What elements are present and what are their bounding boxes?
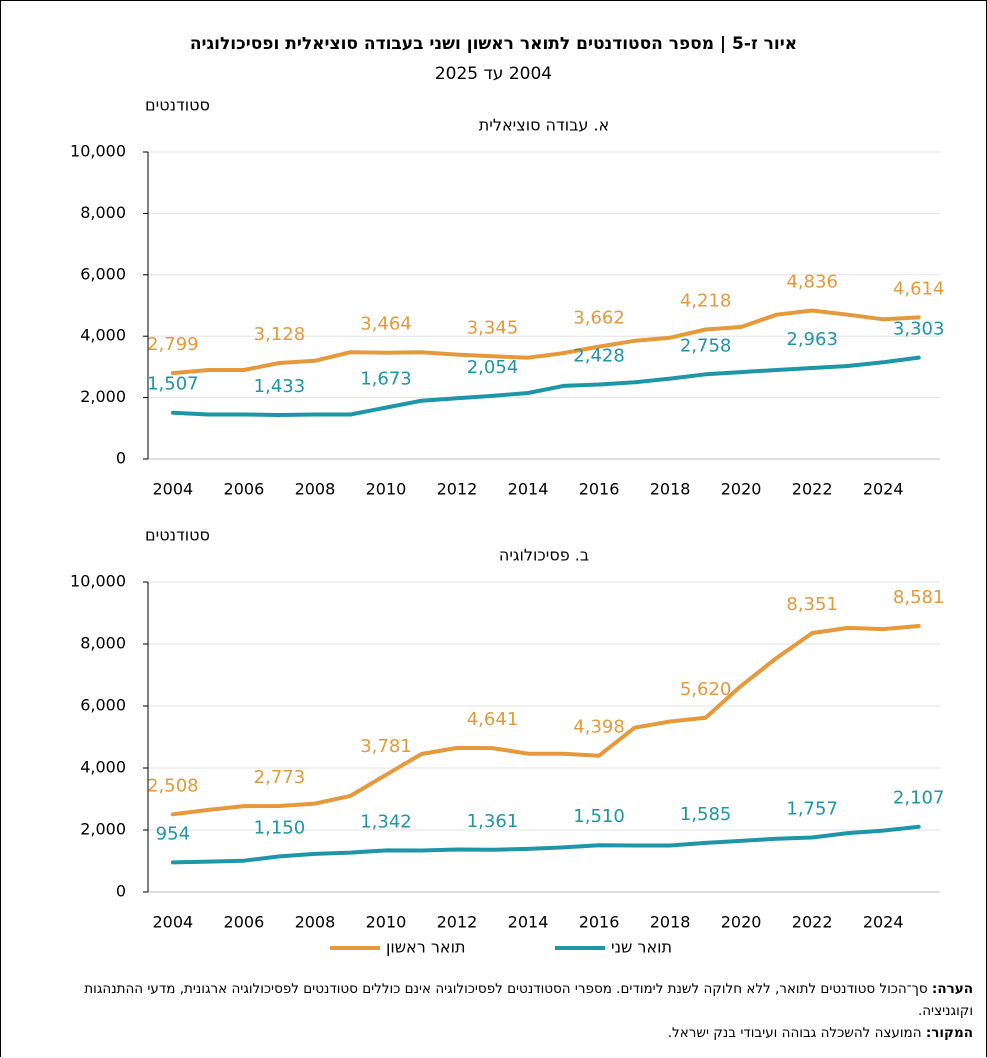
source-text: המועצה להשכלה גבוהה ועיבודי בנק ישראל. bbox=[667, 1025, 922, 1041]
data-label: 954 bbox=[156, 823, 190, 844]
source-label: המקור: bbox=[925, 1025, 973, 1041]
chart-title: א. עבודה סוציאלית bbox=[479, 116, 609, 135]
series-line bbox=[170, 308, 921, 376]
y-tick-label: 8,000 bbox=[80, 203, 126, 222]
x-tick-label: 2010 bbox=[366, 480, 407, 499]
note-label: הערה: bbox=[931, 981, 973, 997]
series-line bbox=[170, 624, 921, 817]
y-axis-label: סטודנטים bbox=[145, 526, 210, 545]
data-label: 8,351 bbox=[786, 594, 838, 615]
data-label: 2,963 bbox=[786, 329, 838, 350]
figure-title: איור ז-5 | מספר הסטודנטים לתואר ראשון וש… bbox=[189, 34, 798, 54]
data-label: 3,662 bbox=[573, 308, 625, 329]
chart-title: ב. פסיכולוגיה bbox=[499, 546, 589, 565]
x-tick-label: 2004 bbox=[153, 913, 194, 932]
y-tick-label: 0 bbox=[116, 882, 126, 901]
data-label: 4,836 bbox=[786, 272, 838, 293]
data-label: 2,799 bbox=[147, 334, 199, 355]
data-label: 2,773 bbox=[254, 767, 306, 788]
x-tick-label: 2024 bbox=[863, 913, 904, 932]
x-tick-label: 2018 bbox=[650, 913, 691, 932]
x-tick-label: 2012 bbox=[437, 480, 478, 499]
data-label: 1,150 bbox=[254, 817, 306, 838]
x-tick-label: 2016 bbox=[579, 480, 620, 499]
y-tick-label: 6,000 bbox=[80, 696, 126, 715]
y-axis-label: סטודנטים bbox=[145, 96, 210, 115]
y-tick-label: 4,000 bbox=[80, 758, 126, 777]
x-tick-label: 2006 bbox=[224, 913, 265, 932]
data-label: 2,107 bbox=[893, 788, 945, 809]
data-label: 3,345 bbox=[467, 317, 519, 338]
data-label: 1,507 bbox=[147, 374, 199, 395]
y-tick-label: 2,000 bbox=[80, 387, 126, 406]
legend-label: תואר שני bbox=[611, 938, 672, 957]
x-tick-label: 2022 bbox=[792, 913, 833, 932]
x-tick-label: 2022 bbox=[792, 480, 833, 499]
data-label: 1,342 bbox=[360, 811, 412, 832]
y-tick-label: 6,000 bbox=[80, 264, 126, 283]
x-tick-label: 2010 bbox=[366, 913, 407, 932]
y-tick-label: 4,000 bbox=[80, 326, 126, 345]
data-label: 2,508 bbox=[147, 775, 199, 796]
figure-subtitle: 2004 עד 2025 bbox=[434, 64, 553, 84]
x-tick-label: 2008 bbox=[295, 480, 336, 499]
note-text: סך־הכול סטודנטים לתואר, ללא חלוקה לשנת ל… bbox=[84, 981, 973, 1019]
data-label: 2,054 bbox=[467, 357, 519, 378]
data-label: 5,620 bbox=[680, 679, 732, 700]
x-tick-label: 2012 bbox=[437, 913, 478, 932]
note: הערה: סך־הכול סטודנטים לתואר, ללא חלוקה … bbox=[30, 978, 973, 1022]
data-label: 4,398 bbox=[573, 717, 625, 738]
x-tick-label: 2020 bbox=[721, 480, 762, 499]
data-label: 3,464 bbox=[360, 314, 412, 335]
series-line bbox=[170, 355, 921, 417]
y-tick-label: 8,000 bbox=[80, 634, 126, 653]
data-label: 4,641 bbox=[467, 709, 519, 730]
y-tick-label: 2,000 bbox=[80, 820, 126, 839]
source: המקור: המועצה להשכלה גבוהה ועיבודי בנק י… bbox=[30, 1022, 973, 1044]
data-label: 1,510 bbox=[573, 806, 625, 827]
notes: הערה: סך־הכול סטודנטים לתואר, ללא חלוקה … bbox=[30, 978, 973, 1044]
x-tick-label: 2016 bbox=[579, 913, 620, 932]
data-label: 1,361 bbox=[467, 811, 519, 832]
x-tick-label: 2020 bbox=[721, 913, 762, 932]
data-label: 3,303 bbox=[893, 319, 945, 340]
charts: סטודנטים א. עבודה סוציאלית 0 2,000 4,000 6,00… bbox=[70, 96, 945, 957]
x-tick-label: 2018 bbox=[650, 480, 691, 499]
data-label: 1,757 bbox=[786, 799, 838, 820]
x-tick-label: 2006 bbox=[224, 480, 265, 499]
series-line bbox=[170, 824, 921, 865]
x-tick-label: 2014 bbox=[508, 480, 549, 499]
data-label: 2,758 bbox=[680, 335, 732, 356]
x-tick-label: 2008 bbox=[295, 913, 336, 932]
x-tick-label: 2014 bbox=[508, 913, 549, 932]
y-tick-label: 10,000 bbox=[70, 572, 126, 591]
y-tick-label: 0 bbox=[116, 449, 126, 468]
data-label: 1,433 bbox=[254, 376, 306, 397]
data-label: 4,614 bbox=[893, 278, 945, 299]
data-label: 8,581 bbox=[893, 587, 945, 608]
data-label: 1,673 bbox=[360, 369, 412, 390]
data-label: 2,428 bbox=[573, 345, 625, 366]
x-tick-label: 2024 bbox=[863, 480, 904, 499]
data-label: 1,585 bbox=[680, 804, 732, 825]
legend-label: תואר ראשון bbox=[386, 938, 465, 957]
data-label: 3,781 bbox=[360, 736, 412, 757]
x-tick-label: 2004 bbox=[153, 480, 194, 499]
data-label: 3,128 bbox=[254, 324, 306, 345]
data-label: 4,218 bbox=[680, 291, 732, 312]
y-tick-label: 10,000 bbox=[70, 142, 126, 161]
